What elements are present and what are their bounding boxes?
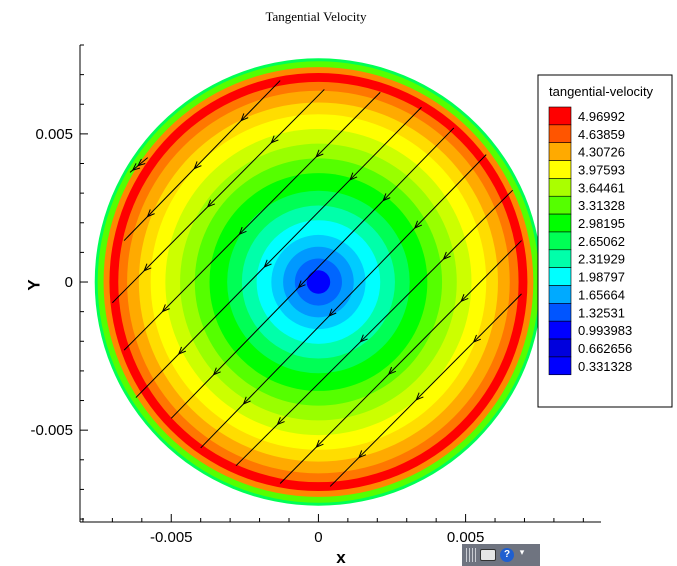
streamline-arrow-7-0 <box>442 251 451 260</box>
streamline-arrow-1-1 <box>193 161 202 170</box>
streamline-arrow-2-1 <box>206 199 215 208</box>
legend-swatch <box>548 178 572 197</box>
y-tick-label: 0 <box>65 274 73 291</box>
legend-items: 4.96992 4.63859 4.30726 3.97593 3.64461 3.313… <box>548 106 632 376</box>
streamline-arrow-8-2 <box>315 439 324 448</box>
streamline-arrow-0-2 <box>131 163 141 171</box>
x-tick-label: 0.005 <box>447 529 485 546</box>
legend-label: 1.98797 <box>578 270 625 285</box>
x-tick-label: 0 <box>314 529 322 546</box>
streamline-8 <box>279 240 522 484</box>
keyboard-icon[interactable] <box>480 549 496 561</box>
streamline-arrow-4-1 <box>263 259 272 268</box>
floating-toolbar[interactable]: ? ▾ <box>462 544 540 566</box>
streamline-arrow-9-1 <box>415 392 424 401</box>
streamline-arrow-1-2 <box>146 209 155 218</box>
streamline-arrow-2-2 <box>143 263 152 272</box>
legend-swatch <box>548 213 572 233</box>
menu-chevron-icon[interactable]: ▾ <box>519 547 525 557</box>
legend-label: 2.98195 <box>578 216 625 231</box>
streamline-arrow-3-1 <box>238 226 247 236</box>
legend-label: 2.65062 <box>578 234 625 249</box>
streamline-7 <box>235 189 514 467</box>
streamline-arrow-9-0 <box>472 334 481 343</box>
legend-swatch <box>548 195 572 215</box>
drag-grip-icon[interactable] <box>466 548 476 562</box>
streamline-3 <box>123 92 381 351</box>
streamline-arrow-9-2 <box>358 450 367 459</box>
streamline-arrow-1-0 <box>240 113 249 122</box>
contour-rings <box>94 58 543 506</box>
y-tick-label: 0.005 <box>35 126 73 143</box>
streamline-arrow-5-0 <box>382 193 391 202</box>
legend-swatch <box>548 124 572 143</box>
streamline-arrow-3-2 <box>161 304 170 313</box>
streamline-arrow-3-0 <box>315 149 324 158</box>
legend-swatch <box>548 160 572 179</box>
legend-title: tangential-velocity <box>549 84 654 99</box>
legend-label: 0.662656 <box>578 341 632 356</box>
streamline-arrow-5-2 <box>212 367 221 376</box>
legend-label: 1.65664 <box>578 287 625 302</box>
legend: tangential-velocity 4.96992 4.63859 4.3072… <box>537 74 673 408</box>
x-tick-label: -0.005 <box>150 529 193 546</box>
contour-ring-18 <box>306 270 331 294</box>
streamline-5 <box>170 127 455 419</box>
streamline-arrow-7-1 <box>359 334 368 343</box>
streamline-arrow-4-0 <box>349 172 358 181</box>
legend-swatch <box>548 231 572 251</box>
streamlines <box>112 80 522 487</box>
legend-label: 3.64461 <box>578 180 625 195</box>
legend-swatch <box>548 356 572 376</box>
streamline-arrow-2-0 <box>270 135 279 144</box>
legend-label: 3.97593 <box>578 162 625 177</box>
y-axis-label: Y <box>24 279 43 291</box>
legend-swatch <box>548 106 572 126</box>
legend-swatch <box>548 338 572 358</box>
legend-swatch <box>548 303 572 322</box>
legend-label: 0.993983 <box>578 323 632 338</box>
legend-label: 0.331328 <box>578 359 632 374</box>
legend-label: 3.31328 <box>578 198 625 213</box>
streamline-arrow-7-2 <box>276 417 285 426</box>
help-icon[interactable]: ? <box>500 548 514 562</box>
x-axis-label: x <box>336 548 346 566</box>
legend-swatch <box>548 285 572 304</box>
axis-ticks: -0.005 0 0.005 0.005 0 -0.005 <box>30 44 584 546</box>
legend-label: 4.96992 <box>578 109 625 124</box>
streamline-arrow-6-1 <box>328 308 337 317</box>
legend-label: 4.30726 <box>578 145 625 160</box>
streamline-arrow-0-1 <box>137 158 146 167</box>
streamline-9 <box>329 293 522 487</box>
streamline-arrow-6-0 <box>413 220 423 229</box>
streamline-4 <box>135 106 422 398</box>
legend-label: 1.32531 <box>578 305 625 320</box>
streamline-arrow-8-1 <box>387 366 397 376</box>
streamline-arrow-5-1 <box>297 280 306 289</box>
chart-title: Tangential Velocity <box>265 9 367 24</box>
y-tick-label: -0.005 <box>30 422 73 439</box>
legend-swatch <box>548 249 572 268</box>
streamline-arrow-4-2 <box>177 346 186 355</box>
legend-label: 2.31929 <box>578 252 625 267</box>
legend-swatch <box>548 142 572 161</box>
streamline-1 <box>123 80 281 241</box>
streamline-6 <box>200 154 487 449</box>
legend-label: 4.63859 <box>578 127 625 142</box>
streamline-arrow-8-0 <box>460 294 469 303</box>
legend-swatch <box>548 267 572 286</box>
streamline-arrow-6-2 <box>242 396 251 405</box>
legend-swatch <box>548 320 572 340</box>
streamline-2 <box>112 89 325 304</box>
